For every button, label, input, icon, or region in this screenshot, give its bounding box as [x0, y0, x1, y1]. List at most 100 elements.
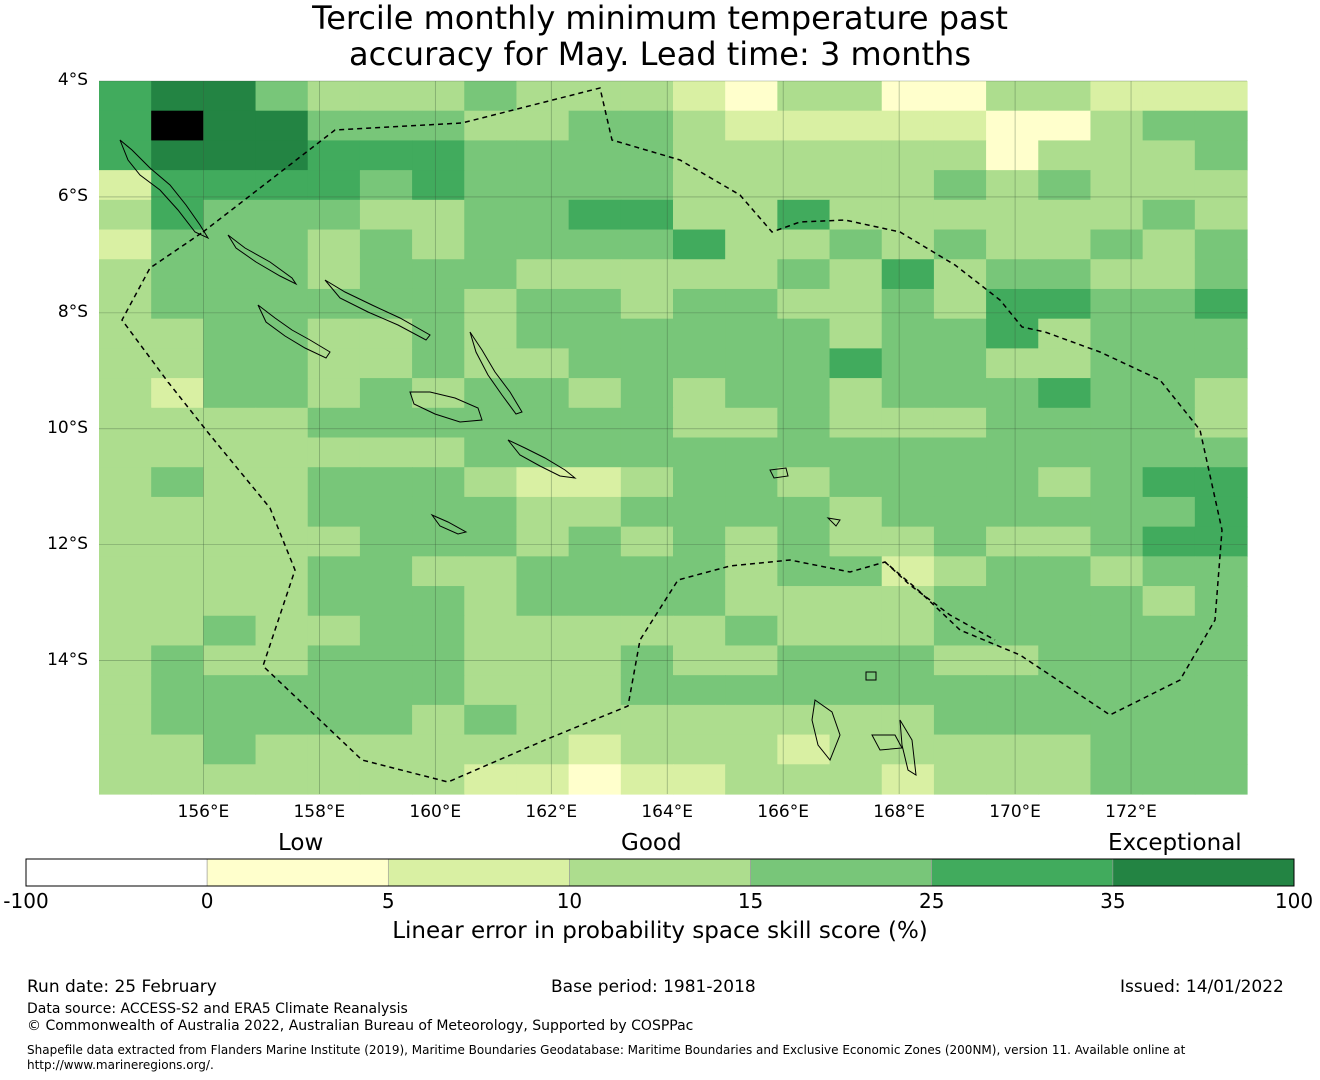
grid-cell [673, 704, 726, 736]
grid-cell [777, 526, 831, 557]
grid-cell [151, 467, 204, 498]
grid-cell [568, 140, 622, 171]
grid-cell [568, 734, 622, 765]
coastline-malakula [871, 734, 903, 751]
grid-cell [881, 704, 935, 736]
shapefile-credit-line2: http://www.marineregions.org/. [27, 1058, 214, 1072]
grid-cell [412, 288, 465, 320]
grid-cell [829, 378, 883, 409]
grid-cell [881, 199, 935, 231]
grid-cell [881, 348, 935, 379]
grid-cell [1142, 526, 1196, 557]
grid-cell [412, 496, 465, 528]
grid-cell [464, 229, 518, 260]
grid-cell [568, 526, 622, 557]
grid-cell [620, 288, 674, 320]
grid-cell [620, 526, 674, 557]
grid-cell [620, 318, 674, 349]
grid-cell [986, 467, 1039, 498]
coastline-espiritu-santo [811, 699, 841, 761]
grid-cell [933, 318, 987, 349]
grid-cell [151, 704, 204, 736]
longitude-label: 166°E [757, 802, 809, 822]
grid-cell [1194, 259, 1248, 290]
grid-cell [464, 704, 518, 736]
grid-cell [255, 140, 309, 171]
grid-cell [359, 318, 413, 349]
grid-cell [464, 526, 518, 557]
grid-cell [99, 526, 152, 557]
grid-cell [673, 81, 726, 112]
grid-cells [99, 81, 1248, 795]
grid-cell [568, 170, 622, 201]
grid-cell [516, 378, 570, 409]
grid-cell [99, 288, 152, 320]
grid-cell [673, 288, 726, 320]
grid-cell [829, 318, 883, 349]
grid-cell [673, 556, 726, 587]
grid-cell [881, 170, 935, 201]
grid-cell [203, 140, 257, 171]
grid-cell [673, 170, 726, 201]
grid-cell [777, 675, 831, 706]
grid-cell [620, 586, 674, 617]
grid-cell [1142, 140, 1196, 171]
grid-cell [568, 496, 622, 528]
grid-cell [725, 407, 778, 439]
grid-cell [673, 586, 726, 617]
grid-cell [307, 318, 361, 349]
grid-cell [568, 318, 622, 349]
grid-cell [359, 199, 413, 231]
grid-cell [99, 496, 152, 528]
grid-cell [516, 586, 570, 617]
grid-cell [881, 140, 935, 171]
colorbar-tick-label: -100 [3, 889, 49, 913]
grid-cell [359, 407, 413, 439]
grid-cell [255, 288, 309, 320]
grid-cell [1142, 170, 1196, 201]
grid-cell [1194, 556, 1248, 587]
grid-cell [568, 199, 622, 231]
grid-cell [151, 81, 204, 112]
grid-cell [725, 615, 778, 647]
issued-date: Issued: 14/01/2022 [1120, 977, 1284, 997]
grid-cell [255, 378, 309, 409]
grid-cell [359, 81, 413, 112]
grid-cell [1038, 764, 1092, 795]
grid-cell [1090, 586, 1144, 617]
grid-cell [151, 496, 204, 528]
grid-cell [986, 110, 1039, 142]
grid-cell [203, 615, 257, 647]
grid-cell [829, 467, 883, 498]
grid-cell [829, 437, 883, 468]
grid-cell [881, 229, 935, 260]
grid-cell [1090, 734, 1144, 765]
grid-cell [777, 586, 831, 617]
grid-cell [1142, 348, 1196, 379]
grid-cell [725, 140, 778, 171]
grid-cell [725, 229, 778, 260]
grid-cell [307, 734, 361, 765]
grid-cell [412, 437, 465, 468]
grid-cell [568, 437, 622, 468]
grid-cell [151, 348, 204, 379]
coastline-new-georgia [257, 304, 331, 359]
category-exceptional: Exceptional [1108, 830, 1242, 856]
grid-cell [412, 229, 465, 260]
run-date: Run date: 25 February [27, 977, 217, 997]
grid-cell [986, 229, 1039, 260]
grid-cell [986, 704, 1039, 736]
grid-cell [881, 110, 935, 142]
grid-cell [725, 318, 778, 349]
grid-cell [203, 229, 257, 260]
grid-cell [1194, 764, 1248, 795]
grid-cell [255, 170, 309, 201]
grid-cell [1142, 378, 1196, 409]
grid-cell [725, 764, 778, 795]
grid-cell [829, 526, 883, 557]
grid-cell [620, 348, 674, 379]
grid-cell [516, 556, 570, 587]
grid-cell [516, 437, 570, 468]
grid-cell [725, 110, 778, 142]
grid-cell [1038, 140, 1092, 171]
